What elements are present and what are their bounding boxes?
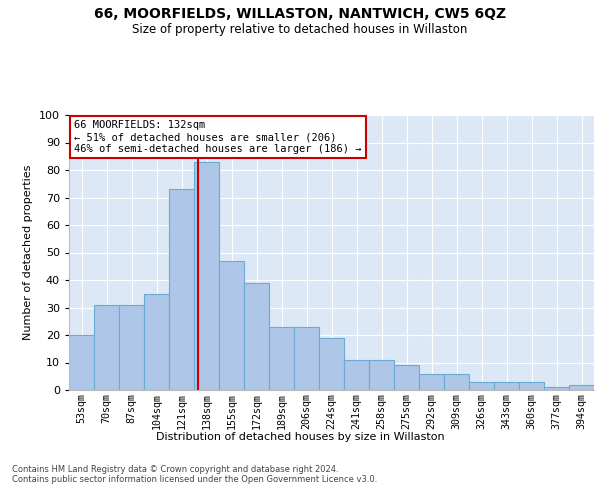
Bar (319, 338, 344, 390)
Bar (169, 189, 194, 390)
Bar (269, 327, 294, 390)
Bar (69, 335, 94, 390)
Bar (394, 365, 419, 390)
Bar (219, 261, 244, 390)
Bar (569, 384, 594, 390)
Bar (344, 360, 369, 390)
Bar (294, 327, 319, 390)
Text: Distribution of detached houses by size in Willaston: Distribution of detached houses by size … (155, 432, 445, 442)
Bar (194, 162, 219, 390)
Bar (444, 374, 469, 390)
Y-axis label: Number of detached properties: Number of detached properties (23, 165, 34, 340)
Bar (94, 304, 119, 390)
Bar (369, 360, 394, 390)
Bar (119, 304, 144, 390)
Bar (544, 387, 569, 390)
Text: Contains HM Land Registry data © Crown copyright and database right 2024.
Contai: Contains HM Land Registry data © Crown c… (12, 465, 377, 484)
Bar (494, 382, 519, 390)
Text: Size of property relative to detached houses in Willaston: Size of property relative to detached ho… (133, 22, 467, 36)
Bar (519, 382, 544, 390)
Text: 66 MOORFIELDS: 132sqm
← 51% of detached houses are smaller (206)
46% of semi-det: 66 MOORFIELDS: 132sqm ← 51% of detached … (74, 120, 362, 154)
Bar (244, 283, 269, 390)
Bar (419, 374, 444, 390)
Bar (144, 294, 169, 390)
Text: 66, MOORFIELDS, WILLASTON, NANTWICH, CW5 6QZ: 66, MOORFIELDS, WILLASTON, NANTWICH, CW5… (94, 8, 506, 22)
Bar (469, 382, 494, 390)
